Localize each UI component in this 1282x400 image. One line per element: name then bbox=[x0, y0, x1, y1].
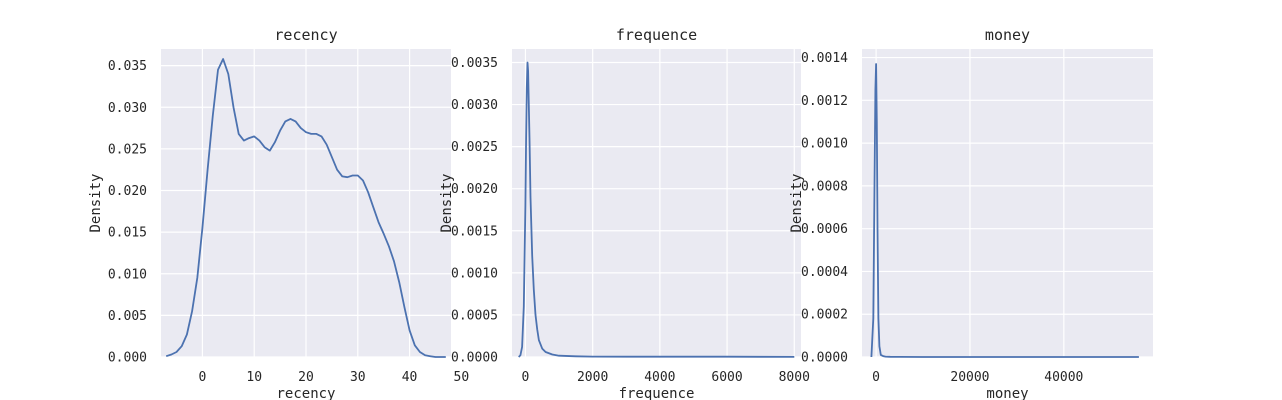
x-tick-label: 0 bbox=[522, 370, 530, 385]
chart-title: recency bbox=[274, 26, 337, 44]
y-tick-label: 0.000 bbox=[108, 351, 147, 366]
plot-area bbox=[862, 49, 1153, 357]
x-tick-label: 8000 bbox=[779, 370, 810, 385]
x-tick-label: 2000 bbox=[577, 370, 608, 385]
y-tick-label: 0.005 bbox=[108, 309, 147, 324]
x-tick-label: 50 bbox=[454, 370, 470, 385]
y-axis-label: Density bbox=[88, 173, 104, 232]
x-axis-label: recency bbox=[276, 386, 335, 400]
y-tick-label: 0.0005 bbox=[451, 308, 498, 323]
y-tick-label: 0.0000 bbox=[801, 351, 848, 366]
x-tick-label: 40000 bbox=[1044, 370, 1083, 385]
y-axis-label: Density bbox=[439, 173, 455, 232]
density-curve bbox=[165, 58, 446, 358]
x-axis-label: frequence bbox=[619, 386, 695, 400]
chart-recency: 0 10 20 30 40 50 0.000 0.005 0.010 0.015 0.020 0.02… bbox=[88, 26, 469, 400]
y-tick-label: 0.0006 bbox=[801, 222, 848, 237]
x-tick-label: 30 bbox=[350, 370, 366, 385]
y-tick-label: 0.0020 bbox=[451, 182, 498, 197]
y-tick-label: 0.0010 bbox=[801, 137, 848, 152]
y-tick-label: 0.0012 bbox=[801, 94, 848, 109]
y-tick-label: 0.0025 bbox=[451, 140, 498, 155]
y-tick-label: 0.030 bbox=[108, 101, 147, 116]
y-tick-label: 0.0002 bbox=[801, 308, 848, 323]
x-tick-label: 40 bbox=[402, 370, 418, 385]
x-tick-label: 6000 bbox=[711, 370, 742, 385]
y-tick-label: 0.020 bbox=[108, 184, 147, 199]
y-tick-label: 0.0030 bbox=[451, 98, 498, 113]
y-axis-label: Density bbox=[789, 173, 805, 232]
chart-frequence: 0 2000 4000 6000 8000 0.0000 0.0005 0.0010 0.001… bbox=[439, 26, 810, 400]
x-tick-label: 0 bbox=[872, 370, 880, 385]
x-tick-label: 4000 bbox=[644, 370, 675, 385]
x-tick-label: 10 bbox=[246, 370, 262, 385]
x-tick-label: 20 bbox=[298, 370, 314, 385]
y-tick-label: 0.035 bbox=[108, 59, 147, 74]
x-tick-label: 0 bbox=[199, 370, 207, 385]
y-tick-label: 0.0000 bbox=[451, 351, 498, 366]
density-curve bbox=[518, 61, 795, 358]
chart-title: money bbox=[985, 26, 1030, 44]
chart-money: 0 20000 40000 0.0000 0.0002 0.0004 0.0006 0.000… bbox=[789, 26, 1153, 400]
plot-area bbox=[512, 49, 801, 357]
y-tick-label: 0.0008 bbox=[801, 179, 848, 194]
y-tick-label: 0.0035 bbox=[451, 56, 498, 71]
y-tick-label: 0.0010 bbox=[451, 266, 498, 281]
y-tick-label: 0.010 bbox=[108, 267, 147, 282]
chart-title: frequence bbox=[616, 26, 697, 44]
y-tick-label: 0.025 bbox=[108, 142, 147, 157]
y-tick-label: 0.0004 bbox=[801, 265, 848, 280]
density-curve bbox=[870, 63, 1139, 358]
y-tick-label: 0.0014 bbox=[801, 51, 848, 66]
x-axis-label: money bbox=[986, 386, 1028, 400]
y-tick-label: 0.0015 bbox=[451, 224, 498, 239]
x-tick-label: 20000 bbox=[950, 370, 989, 385]
y-tick-label: 0.015 bbox=[108, 226, 147, 241]
